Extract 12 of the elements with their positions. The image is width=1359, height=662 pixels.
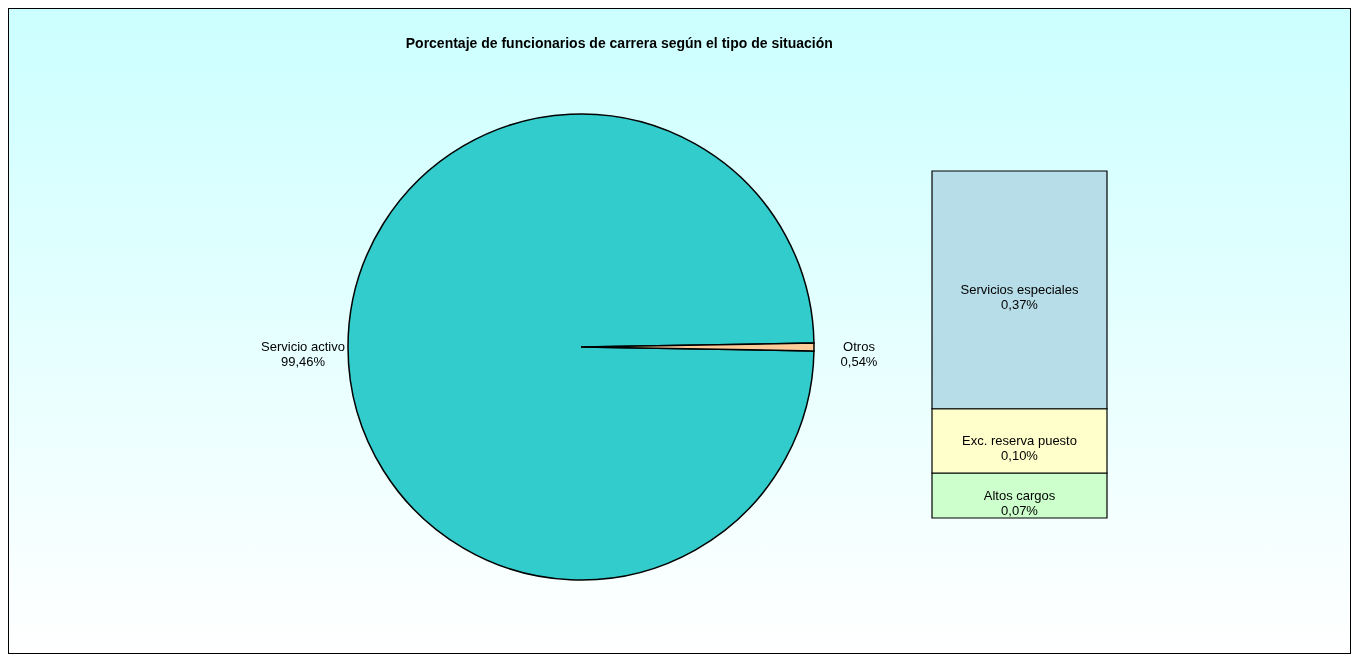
data-label: 0,37% xyxy=(1001,296,1039,312)
data-label: 0,10% xyxy=(1001,447,1039,463)
series-label: Servicios especiales xyxy=(960,281,1079,297)
data-label: 99,46% xyxy=(280,354,326,369)
data-label: 0,54% xyxy=(840,354,878,369)
series-label: Exc. reserva puesto xyxy=(962,432,1077,448)
data-label: 0,07% xyxy=(1001,502,1039,518)
chart-title: Porcentaje de funcionarios de carrera según el tipo de situación xyxy=(405,35,833,51)
slice-label: Otros xyxy=(843,339,876,354)
slice-label: Servicio activo xyxy=(261,339,345,354)
pie-slice xyxy=(347,113,815,581)
series-label: Altos cargos xyxy=(983,487,1056,503)
